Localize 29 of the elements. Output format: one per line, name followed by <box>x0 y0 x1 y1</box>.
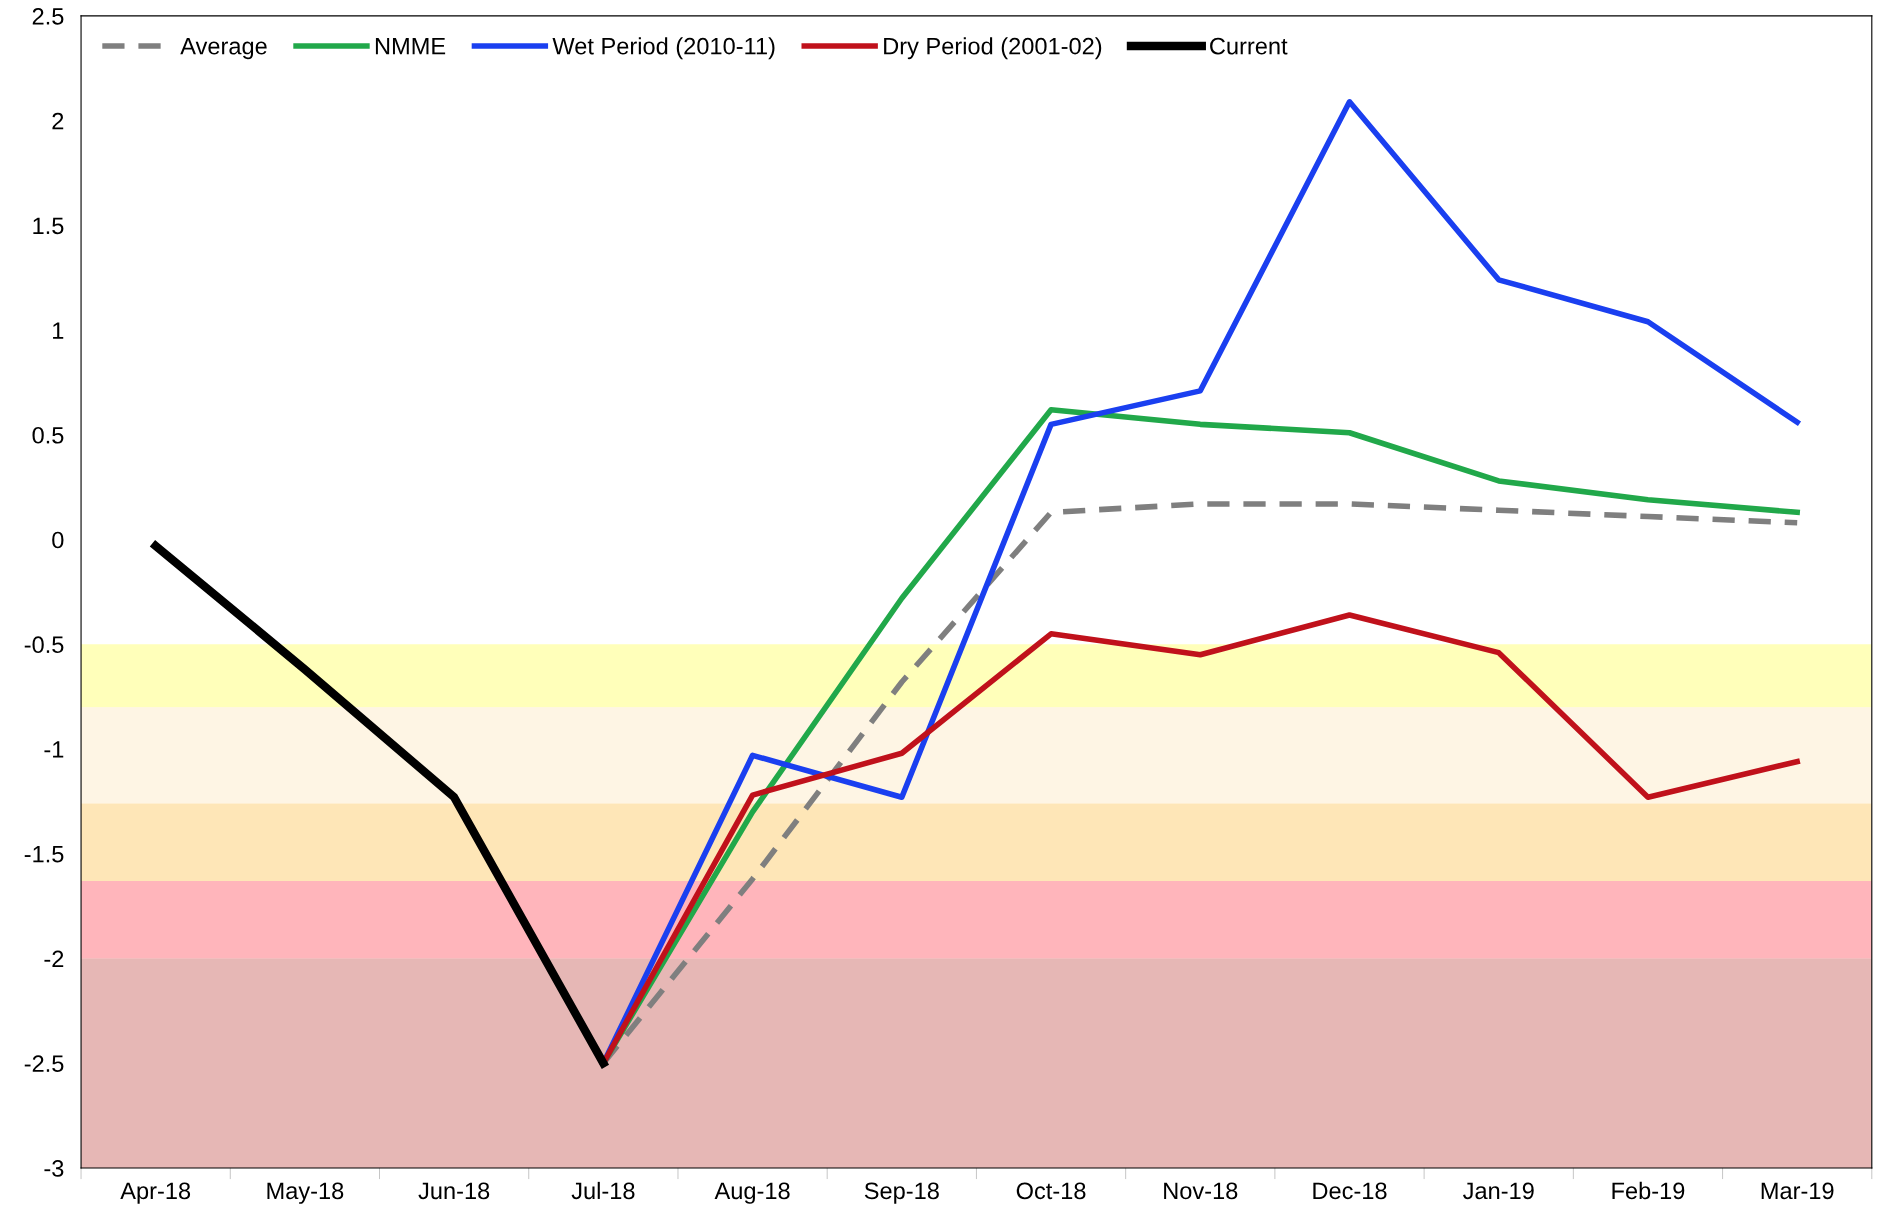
y-tick-label: 2 <box>52 112 64 130</box>
y-tick-label: -0.5 <box>24 636 64 654</box>
x-tick-label: Jun-18 <box>418 1182 490 1200</box>
x-tick-label: Apr-18 <box>120 1182 191 1204</box>
x-tick-label: Feb-19 <box>1612 1181 1685 1200</box>
y-tick-label: -2 <box>44 950 64 968</box>
legend-label: Average <box>180 38 267 60</box>
y-tick-label: 1 <box>53 322 64 339</box>
x-tick-label: May-18 <box>267 1182 344 1204</box>
y-tick-label: -1.5 <box>24 846 64 863</box>
y-tick-label: 2.5 <box>32 7 64 25</box>
y-tick-label: 1.5 <box>33 217 64 235</box>
x-tick-label: Sep-18 <box>864 1182 939 1204</box>
x-tick-label: Jan-19 <box>1463 1182 1534 1200</box>
x-tick-label: Aug-18 <box>714 1182 790 1204</box>
y-tick-label: -3 <box>44 1160 64 1177</box>
legend-label: Wet Period (2010-11) <box>552 37 775 60</box>
y-tick-label: -2.5 <box>24 1055 64 1073</box>
x-tick-label: Nov-18 <box>1164 1182 1238 1200</box>
y-tick-label: 0 <box>52 531 64 549</box>
y-tick-label: -1 <box>44 741 64 758</box>
x-tick-label: Mar-19 <box>1761 1182 1834 1200</box>
x-tick-label: Oct-18 <box>1016 1182 1086 1200</box>
legend-label: Dry Period (2001-02) <box>884 37 1102 60</box>
legend-label: NMME <box>375 38 446 55</box>
x-tick-label: Jul-18 <box>571 1181 635 1200</box>
x-tick-label: Dec-18 <box>1313 1182 1387 1200</box>
y-tick-label: 0.5 <box>32 426 64 444</box>
legend-label: Current <box>1210 37 1288 55</box>
